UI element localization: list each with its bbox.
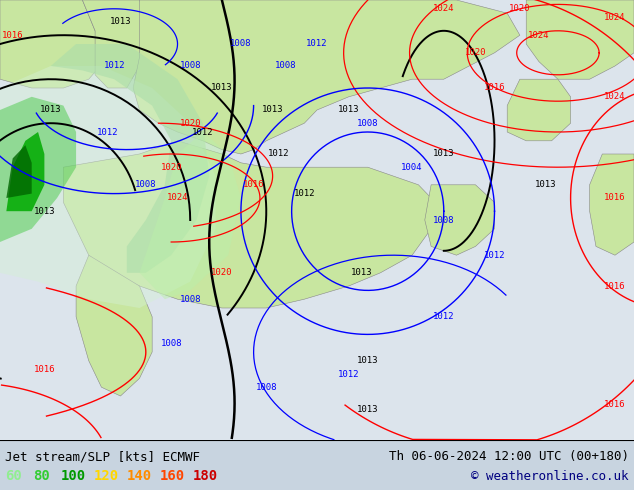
Polygon shape — [82, 0, 152, 88]
Text: 1004: 1004 — [401, 163, 423, 172]
Polygon shape — [425, 185, 495, 255]
Text: 1024: 1024 — [167, 194, 188, 202]
Polygon shape — [76, 255, 152, 396]
Text: 1012: 1012 — [268, 149, 290, 158]
Text: 1024: 1024 — [604, 92, 626, 101]
Text: 120: 120 — [94, 468, 119, 483]
Polygon shape — [6, 132, 44, 211]
Text: 1020: 1020 — [465, 49, 486, 57]
Text: 1024: 1024 — [433, 4, 455, 13]
Text: Th 06-06-2024 12:00 UTC (00+180): Th 06-06-2024 12:00 UTC (00+180) — [389, 450, 629, 463]
Text: 1008: 1008 — [179, 294, 201, 304]
Text: 1020: 1020 — [509, 4, 531, 13]
Text: 1013: 1013 — [357, 405, 378, 414]
Text: 1016: 1016 — [34, 365, 55, 374]
Text: 1008: 1008 — [160, 339, 182, 348]
Text: 1024: 1024 — [604, 13, 626, 22]
Text: 1016: 1016 — [484, 83, 505, 93]
Text: 1013: 1013 — [40, 105, 61, 115]
Text: 1013: 1013 — [433, 149, 455, 158]
Text: 1008: 1008 — [179, 62, 201, 71]
Text: 1020: 1020 — [160, 163, 182, 172]
Polygon shape — [526, 0, 634, 79]
Text: Jet stream/SLP [kts] ECMWF: Jet stream/SLP [kts] ECMWF — [5, 450, 200, 463]
Text: 60: 60 — [5, 468, 22, 483]
Polygon shape — [0, 97, 76, 242]
Polygon shape — [507, 79, 571, 141]
Text: 1012: 1012 — [433, 312, 455, 321]
Polygon shape — [63, 141, 431, 308]
Text: 1013: 1013 — [110, 18, 131, 26]
Polygon shape — [51, 44, 209, 273]
Text: 1016: 1016 — [604, 281, 626, 291]
Polygon shape — [590, 154, 634, 255]
Text: 1013: 1013 — [211, 83, 233, 93]
Polygon shape — [6, 145, 32, 198]
Text: 100: 100 — [61, 468, 86, 483]
Text: 1013: 1013 — [34, 207, 55, 216]
Text: 1016: 1016 — [604, 194, 626, 202]
Text: 140: 140 — [127, 468, 152, 483]
Text: 1012: 1012 — [306, 40, 328, 49]
Text: 180: 180 — [193, 468, 218, 483]
Text: 1016: 1016 — [2, 31, 23, 40]
Text: 1012: 1012 — [192, 127, 214, 137]
Text: 1008: 1008 — [230, 40, 252, 49]
Text: 1013: 1013 — [262, 105, 283, 115]
Text: 1008: 1008 — [433, 216, 455, 224]
Text: 1012: 1012 — [97, 127, 119, 137]
Text: 1020: 1020 — [179, 119, 201, 128]
Text: 1012: 1012 — [103, 62, 125, 71]
Text: 1012: 1012 — [484, 251, 505, 260]
Text: 1013: 1013 — [351, 269, 372, 277]
Polygon shape — [0, 66, 216, 308]
Text: 160: 160 — [160, 468, 185, 483]
Text: 1013: 1013 — [357, 356, 378, 366]
Text: 1008: 1008 — [357, 119, 378, 128]
Polygon shape — [133, 0, 520, 154]
Text: 1016: 1016 — [604, 400, 626, 409]
Text: 1008: 1008 — [256, 383, 277, 392]
Text: 1020: 1020 — [211, 269, 233, 277]
Text: 1024: 1024 — [528, 31, 550, 40]
Text: 1012: 1012 — [338, 369, 359, 378]
Text: 1016: 1016 — [243, 180, 264, 189]
Text: 1008: 1008 — [275, 62, 296, 71]
Polygon shape — [139, 132, 241, 299]
Text: 1008: 1008 — [135, 180, 157, 189]
Text: 1012: 1012 — [294, 189, 315, 198]
Text: 80: 80 — [33, 468, 49, 483]
Polygon shape — [0, 0, 108, 88]
Text: 1013: 1013 — [534, 180, 556, 189]
Text: © weatheronline.co.uk: © weatheronline.co.uk — [472, 469, 629, 483]
Text: 1013: 1013 — [338, 105, 359, 115]
